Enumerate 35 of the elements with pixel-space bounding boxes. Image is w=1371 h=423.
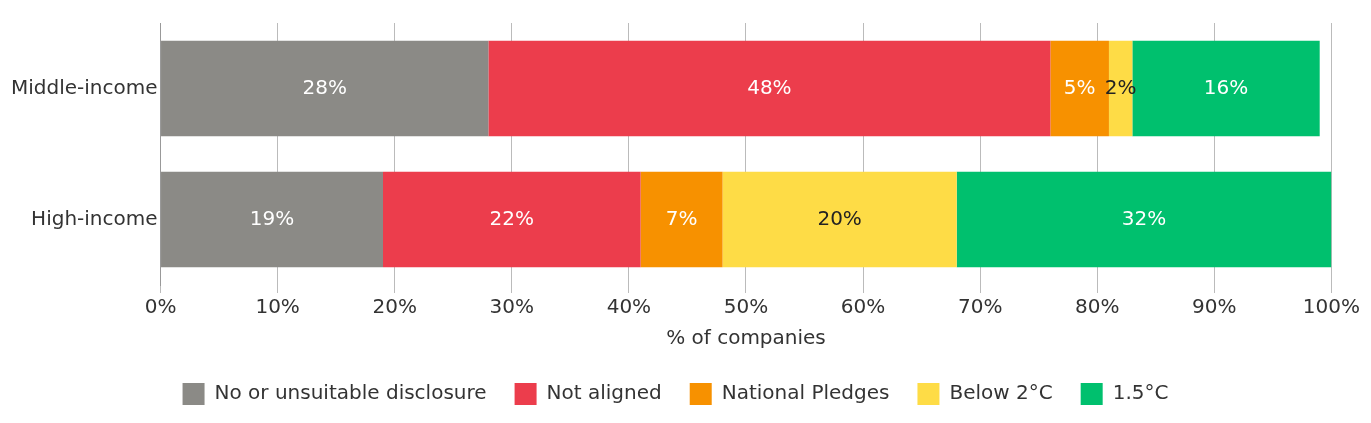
data-label: 20% <box>817 205 862 230</box>
y-tick-label: Middle-income <box>10 74 158 99</box>
legend-label: Below 2°C <box>949 380 1053 405</box>
bar <box>640 171 723 268</box>
x-tick-label: 90% <box>1192 294 1237 319</box>
legend-label: National Pledges <box>721 380 890 405</box>
x-tick-label: 10% <box>255 294 300 319</box>
data-label: 22% <box>489 205 535 230</box>
x-tick-label: 40% <box>606 294 652 319</box>
data-label: 5% <box>1063 74 1096 99</box>
bar <box>161 40 489 137</box>
data-label: 28% <box>302 74 347 99</box>
data-label: 32% <box>1121 205 1167 230</box>
x-tick-label: 20% <box>372 294 417 319</box>
legend-label: Not aligned <box>546 380 662 405</box>
x-tick-label: 70% <box>957 294 1003 319</box>
y-tick-label: High-income <box>31 205 158 230</box>
data-label: 48% <box>747 74 792 99</box>
x-tick-label: 0% <box>144 294 177 319</box>
bar <box>956 171 1332 268</box>
data-label: 16% <box>1203 74 1249 99</box>
x-tick-label: 80% <box>1075 294 1120 319</box>
bar <box>383 171 641 268</box>
bar <box>722 171 957 268</box>
x-tick-label: 30% <box>489 294 535 319</box>
x-tick-label: 50% <box>723 294 769 319</box>
legend-label: No or unsuitable disclosure <box>214 380 487 405</box>
data-label: 7% <box>665 205 698 230</box>
legend-label: 1.5°C <box>1112 380 1169 405</box>
x-tick-label: 100% <box>1302 294 1360 319</box>
x-axis-title: % of companies <box>666 325 826 350</box>
bar <box>161 171 383 268</box>
bar <box>488 40 1051 137</box>
x-tick-label: 60% <box>840 294 886 319</box>
data-label: 19% <box>249 205 295 230</box>
